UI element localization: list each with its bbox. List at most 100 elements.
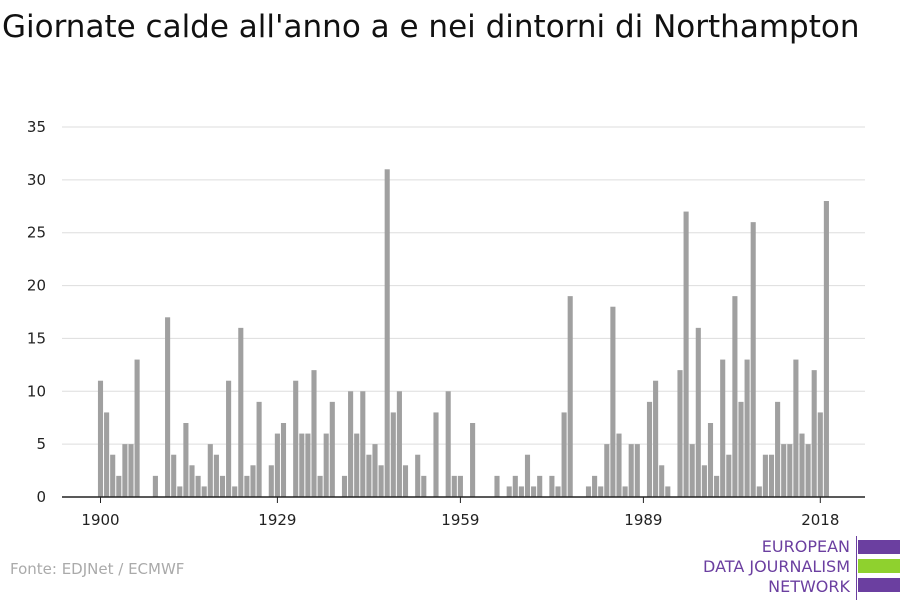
bar <box>537 475 543 497</box>
bar <box>165 317 171 497</box>
bar <box>738 401 744 497</box>
bar <box>329 401 335 497</box>
bar <box>274 433 280 497</box>
bar <box>189 465 195 497</box>
bar <box>372 444 378 497</box>
bar <box>555 486 561 497</box>
bar <box>756 486 762 497</box>
x-tick-label: 2018 <box>801 511 839 529</box>
bar <box>354 433 360 497</box>
x-axis <box>62 496 865 503</box>
bar <box>659 465 665 497</box>
bar <box>177 486 183 497</box>
y-tick-label: 10 <box>27 382 46 400</box>
x-axis-labels: 1900 1929 1959 1989 2018 <box>81 511 839 529</box>
bar <box>646 401 653 497</box>
logo-divider <box>856 536 857 600</box>
bar <box>250 465 256 497</box>
bar <box>219 475 226 497</box>
bar <box>793 359 799 497</box>
bar <box>549 475 555 497</box>
bar <box>604 444 610 497</box>
bar <box>183 423 189 497</box>
source-note: Fonte: EDJNet / ECMWF <box>10 560 185 578</box>
bar <box>366 454 372 497</box>
bar <box>116 475 122 497</box>
bar <box>524 454 531 497</box>
bar <box>195 475 201 497</box>
y-tick-label: 5 <box>36 435 46 453</box>
bar <box>152 475 158 497</box>
bar <box>268 465 274 497</box>
bar <box>457 475 463 497</box>
bar <box>787 444 793 497</box>
bar <box>616 433 622 497</box>
bar <box>207 444 213 497</box>
chart-title: Giornate calde all'anno a e nei dintorni… <box>2 9 860 45</box>
bar <box>293 380 299 497</box>
bar <box>415 454 421 497</box>
bar <box>628 444 634 497</box>
bar <box>256 401 262 497</box>
bar <box>707 423 714 497</box>
bar <box>213 454 219 497</box>
bar <box>689 444 695 497</box>
bar <box>817 412 823 497</box>
bar <box>451 475 457 497</box>
bar <box>360 391 366 497</box>
bar <box>811 370 817 497</box>
bar <box>390 412 396 497</box>
logo-line-3: NETWORK <box>768 577 850 596</box>
bar <box>726 454 732 497</box>
y-tick-label: 35 <box>27 118 46 136</box>
x-tick-label: 1929 <box>258 511 296 529</box>
bar <box>323 433 329 497</box>
grid-lines <box>62 126 865 445</box>
bar <box>232 486 238 497</box>
bar <box>378 465 384 497</box>
x-tick-label: 1959 <box>441 511 479 529</box>
bar <box>768 454 775 497</box>
y-tick-label: 25 <box>27 224 46 242</box>
bar <box>805 444 811 497</box>
bar <box>567 296 573 497</box>
bar <box>762 454 768 497</box>
bar <box>226 380 232 497</box>
bar <box>396 391 402 497</box>
bar <box>823 201 829 497</box>
bar <box>653 380 659 497</box>
bar <box>305 433 311 497</box>
bar <box>744 359 750 497</box>
bar <box>665 486 671 497</box>
bar <box>695 327 701 497</box>
logo-bar-middle <box>858 559 900 573</box>
bar <box>201 486 207 497</box>
bar <box>110 454 116 497</box>
bar <box>732 296 738 497</box>
bar <box>610 306 616 497</box>
bar <box>750 222 756 497</box>
bar <box>518 486 524 497</box>
bar <box>775 401 781 497</box>
y-tick-label: 20 <box>27 277 46 295</box>
bar <box>299 433 305 497</box>
bar <box>122 444 128 497</box>
bar <box>714 475 720 497</box>
bar <box>701 465 707 497</box>
bar <box>592 475 598 497</box>
logo-bar-bottom <box>858 578 900 592</box>
bar <box>561 412 567 497</box>
bar <box>238 327 244 497</box>
bars <box>97 169 829 498</box>
bar <box>128 444 134 497</box>
bar <box>470 423 476 497</box>
logo-line-2: DATA JOURNALISM <box>703 557 850 576</box>
bar <box>348 391 354 497</box>
bar <box>634 444 640 497</box>
logo-bar-top <box>858 540 900 554</box>
bar <box>341 475 348 497</box>
y-axis-labels: 0 5 10 15 20 25 30 35 <box>27 118 46 506</box>
bar <box>781 444 787 497</box>
bar <box>421 475 427 497</box>
